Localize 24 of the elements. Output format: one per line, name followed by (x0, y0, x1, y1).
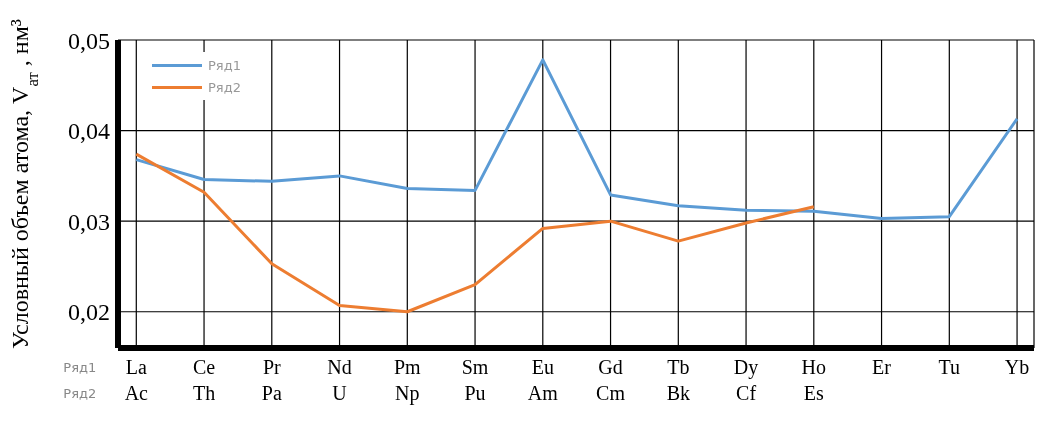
x-tick-label: Sm Pu (461, 356, 489, 404)
x-tick-label: Eu Am (527, 356, 559, 404)
y-tick-label: 0,03 (68, 208, 110, 235)
legend-label: Ряд1 (208, 57, 241, 73)
x-tick-label: Tu (938, 356, 961, 378)
y-tick-label: 0,05 (68, 27, 110, 54)
x-tick-label: Ce Th (192, 356, 216, 404)
legend-label: Ряд2 (208, 79, 241, 95)
x-tick-label: Nd U (327, 356, 352, 404)
x-tick-label: Pm Np (393, 356, 422, 405)
line-series (134, 152, 816, 314)
x-tick-label: La Ac (124, 356, 149, 404)
x-tick-label: Ho Es (801, 356, 827, 404)
text: Ряд1 (63, 360, 97, 375)
y-tick-label: 0,04 (68, 118, 110, 145)
x-tick-label: Er (872, 356, 892, 378)
x-tick-label: Dy Cf (733, 356, 759, 404)
x-tick-label: Pr Pa (261, 356, 282, 404)
line-series (134, 58, 1019, 220)
y-tick-label: 0,02 (68, 299, 110, 326)
x-tick-label: Tb Bk (666, 356, 690, 404)
x-tick-label: Yb (1004, 356, 1030, 378)
text: Ряд2 (63, 386, 97, 401)
x-tick-label: Gd Cm (596, 356, 626, 404)
